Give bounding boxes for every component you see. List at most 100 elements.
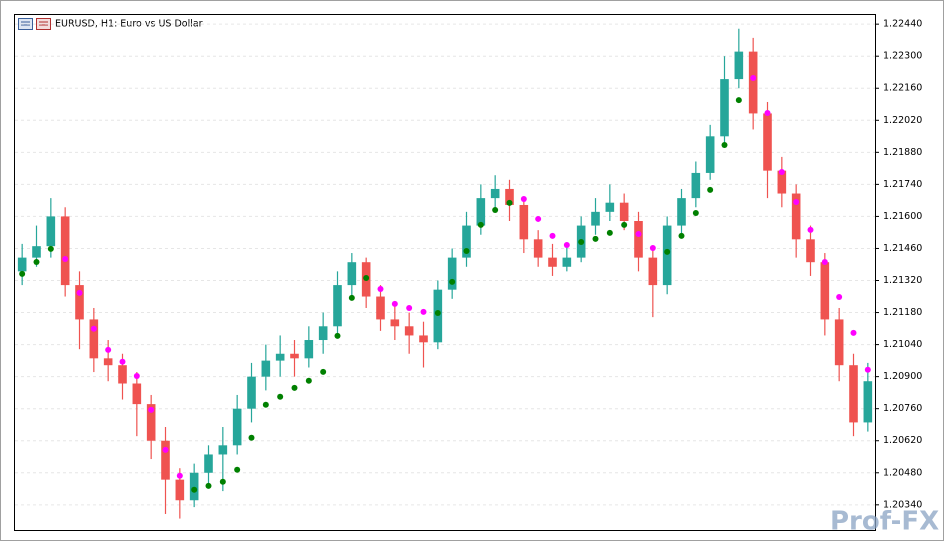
indicator-dot [664, 248, 671, 255]
y-tick-label: 1.21600 [883, 211, 922, 222]
candle-body [161, 440, 170, 480]
indicator-dot [219, 478, 226, 485]
indicator-dot [807, 226, 814, 233]
indicator-dot [621, 221, 628, 228]
candle-body [390, 319, 400, 327]
indicator-dot [133, 372, 140, 379]
candle-body [705, 136, 715, 173]
indicator-dot [492, 207, 499, 214]
indicator-dot [821, 258, 828, 265]
indicator-dot [535, 215, 542, 222]
indicator-dot [33, 258, 40, 265]
candle-body [419, 335, 428, 343]
candle-body [46, 216, 56, 247]
indicator-dot [434, 310, 441, 317]
candle-body [648, 257, 658, 286]
indicator-dot [162, 446, 169, 453]
candle-body [318, 326, 328, 341]
plot-area: 1.22440 1.22300 1.22160 1.22020 1.21880 1.217… [15, 19, 922, 519]
candle-body [748, 51, 758, 114]
candle-body [720, 79, 729, 137]
indicator-dot [606, 229, 613, 236]
indicator-dot [334, 332, 341, 339]
indicator-dot [578, 239, 585, 246]
indicator-dot [678, 232, 685, 239]
indicator-dot [277, 393, 284, 400]
candle-body [476, 198, 486, 226]
y-tick-label: 1.21740 [883, 179, 922, 190]
candle-body [247, 376, 256, 409]
candle-body [275, 353, 285, 361]
candle-body [347, 262, 357, 286]
indicator-dot [721, 142, 728, 149]
candle-body [376, 296, 385, 320]
indicator-dot [735, 97, 742, 104]
y-tick-label: 1.20760 [883, 403, 922, 414]
candle-body [734, 51, 744, 80]
chart-title: EURUSD, H1: Euro vs US Dollar [55, 19, 203, 30]
indicator-dot [549, 232, 556, 239]
y-tick-label: 1.22440 [883, 19, 922, 30]
indicator-dot [19, 270, 26, 277]
candle-body [60, 216, 70, 286]
candle-body [619, 202, 629, 221]
indicator-dot [707, 186, 714, 193]
candle-body [17, 257, 27, 272]
candle-body [605, 202, 615, 212]
indicator-dot [62, 255, 69, 262]
y-tick-label: 1.20340 [883, 499, 922, 510]
candle-body [849, 365, 858, 423]
candle-body [218, 445, 228, 455]
indicator-dot [764, 109, 771, 116]
y-tick-label: 1.21880 [883, 147, 922, 158]
symbol-icons [18, 18, 51, 30]
indicator-dot [105, 346, 112, 353]
y-tick-label: 1.20480 [883, 467, 922, 478]
candle-body [863, 381, 873, 423]
indicator-dot [305, 377, 312, 384]
candle-body [677, 198, 686, 226]
indicator-dot [649, 245, 656, 252]
indicator-dot [477, 221, 484, 228]
indicator-dot [348, 294, 355, 301]
indicator-dot [262, 401, 269, 408]
candle-body [562, 257, 572, 267]
indicator-dot [506, 199, 513, 206]
candle-body [146, 404, 156, 441]
indicator-dot [420, 308, 427, 315]
candle-body [777, 170, 787, 194]
candle-body [634, 221, 643, 258]
y-tick-label: 1.21460 [883, 243, 922, 254]
candle-body [490, 188, 500, 199]
indicator-dot [148, 406, 155, 413]
y-tick-label: 1.22160 [883, 83, 922, 94]
candle-body [447, 257, 457, 290]
candle-body [290, 353, 299, 359]
candle-body [304, 340, 314, 359]
indicator-dot [563, 242, 570, 249]
indicator-dot [320, 368, 327, 375]
plot-frame [14, 14, 876, 531]
candle-body [118, 365, 127, 384]
indicator-dot [778, 169, 785, 176]
indicator-dot [864, 366, 871, 373]
indicator-dot [248, 434, 255, 441]
indicator-dot [176, 472, 183, 479]
y-tick-label: 1.20900 [883, 371, 922, 382]
indicator-dot [377, 285, 384, 292]
indicator-dot [463, 247, 470, 254]
y-tick-label: 1.21320 [883, 275, 922, 286]
indicator-dot [750, 74, 757, 81]
candle-body [89, 319, 99, 359]
indicator-dot [363, 274, 370, 281]
candle-body [591, 211, 600, 226]
candle-body [820, 262, 830, 320]
candle-body [519, 204, 529, 240]
indicator-dot [47, 245, 54, 252]
indicator-dot [76, 289, 83, 296]
candle-body [548, 257, 557, 267]
indicator-dot [205, 482, 212, 489]
candle-body [462, 225, 471, 258]
candle-body [75, 285, 84, 320]
